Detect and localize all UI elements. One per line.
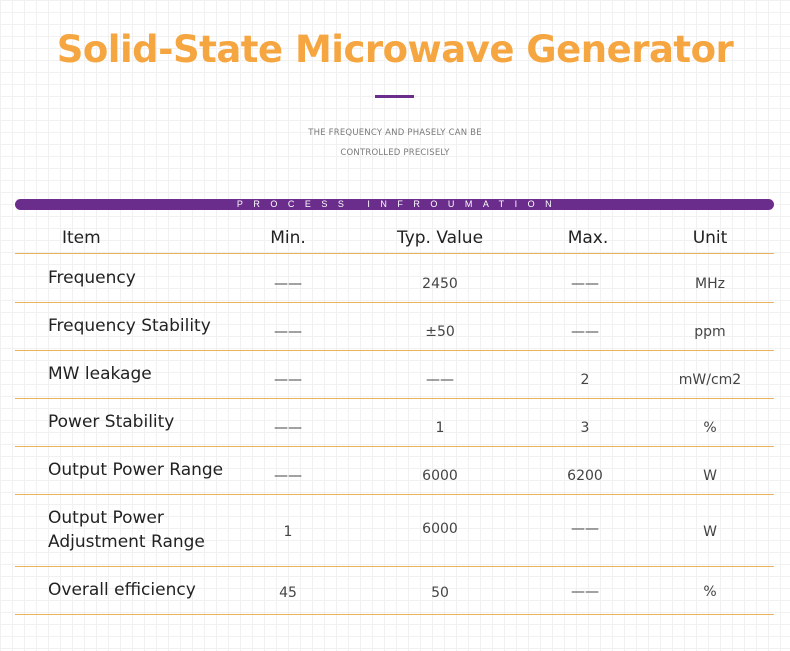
row-min-value: —— [274,276,302,292]
row-unit-value: % [703,420,717,436]
row-divider [15,494,774,495]
column-header-unit: Unit [692,228,728,248]
subtitle-line-2: CONTROLLED PRECISELY [340,148,450,158]
row-typ-value: 2450 [422,276,458,292]
row-min-value: —— [274,324,302,340]
row-unit-value: MHz [695,276,725,292]
row-typ-value: ±50 [425,324,455,340]
row-divider [15,253,774,254]
row-max-value: —— [571,584,599,600]
row-typ-value: 6000 [422,468,458,484]
section-banner-label: PROCESS INFROUMATION [236,199,563,209]
row-max-value: —— [571,521,599,537]
row-divider [15,614,774,615]
row-max-value: 2 [580,372,590,388]
row-divider [15,350,774,351]
row-item-label-line-2: Adjustment Range [48,532,205,552]
row-item-label: Power Stability [48,412,175,432]
row-min-value: —— [274,468,302,484]
row-item-label: Output Power Adjustment Range [48,506,205,554]
row-typ-value: 1 [435,420,445,436]
row-unit-value: mW/cm2 [678,372,742,388]
row-unit-value: W [703,468,717,484]
row-item-label: Overall efficiency [48,580,196,600]
title-underline [375,95,414,98]
row-max-value: 3 [580,420,590,436]
column-header-typ: Typ. Value [396,228,484,248]
column-header-min: Min. [270,228,306,248]
row-unit-value: ppm [694,324,726,340]
row-unit-value: % [703,584,717,600]
row-min-value: 1 [283,524,293,540]
row-min-value: —— [274,372,302,388]
page-title: Solid-State Microwave Generator [56,28,734,71]
section-banner: PROCESS INFROUMATION [15,199,774,210]
subtitle-line-1: THE FREQUENCY AND PHASELY CAN BE [308,128,482,138]
row-divider [15,302,774,303]
row-max-value: —— [571,276,599,292]
row-unit-value: W [703,524,717,540]
row-typ-value: —— [426,372,454,388]
row-item-label-line-1: Output Power [48,508,164,528]
row-divider [15,398,774,399]
row-divider [15,566,774,567]
column-header-item: Item [62,228,101,248]
row-item-label: Frequency [48,268,136,288]
row-typ-value: 6000 [422,521,458,537]
row-min-value: 45 [279,585,297,601]
row-max-value: —— [571,324,599,340]
row-item-label: MW leakage [48,364,152,384]
column-header-max: Max. [567,228,609,248]
row-max-value: 6200 [567,468,603,484]
row-item-label: Frequency Stability [48,316,211,336]
row-item-label: Output Power Range [48,460,224,480]
row-typ-value: 50 [431,585,449,601]
row-divider [15,446,774,447]
row-min-value: —— [274,420,302,436]
